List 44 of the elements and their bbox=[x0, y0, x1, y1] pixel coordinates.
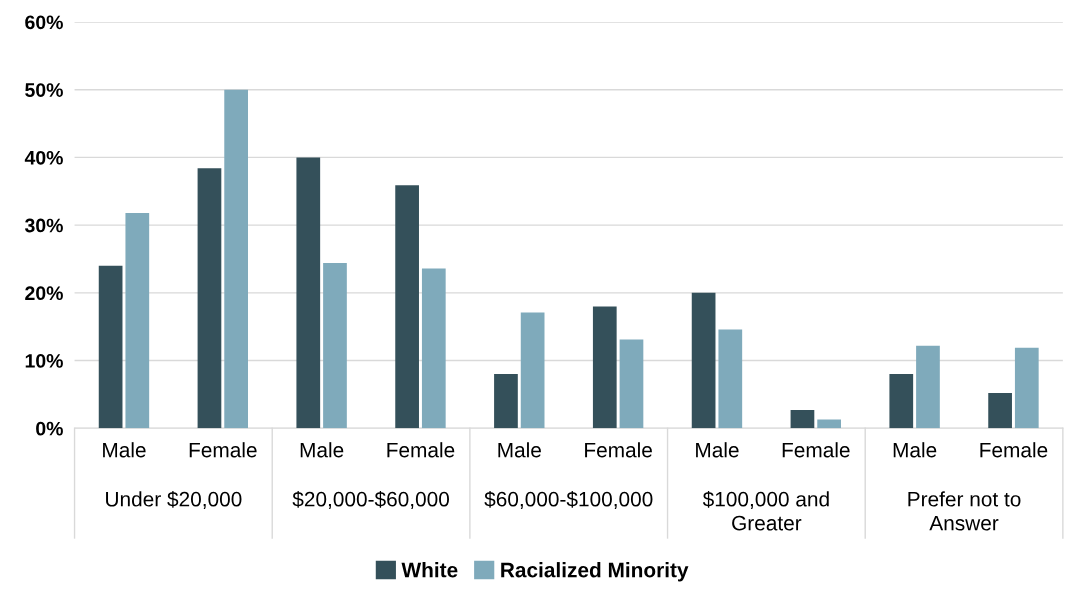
bar bbox=[718, 329, 743, 429]
bar bbox=[224, 89, 248, 429]
x-tick-label: Female bbox=[782, 442, 850, 458]
x-tick-label: Male bbox=[696, 442, 739, 458]
text: Prefer not to Answer bbox=[908, 491, 1021, 531]
y-tick-label: 20% bbox=[25, 286, 63, 301]
text: $20,000-$60,000 bbox=[292, 490, 450, 510]
legend-label: Racialized Minority bbox=[501, 562, 689, 582]
x-tick-label: Female bbox=[980, 442, 1048, 458]
bar bbox=[125, 212, 150, 429]
bar bbox=[395, 185, 419, 429]
bar bbox=[421, 268, 446, 429]
bar bbox=[592, 306, 617, 429]
x-tick-label: Male bbox=[498, 442, 541, 458]
bar bbox=[817, 419, 841, 429]
bar bbox=[889, 374, 914, 429]
bar bbox=[520, 312, 545, 429]
x-tick-label: Female bbox=[585, 442, 652, 458]
text: $60,000-$100,000 bbox=[484, 490, 653, 510]
text: Under $20,000 bbox=[106, 490, 242, 510]
x-tick-label: Male bbox=[300, 442, 344, 458]
bar bbox=[98, 265, 123, 429]
bar bbox=[494, 374, 518, 429]
bar bbox=[916, 345, 940, 429]
bar bbox=[296, 157, 321, 429]
text: $100,000 and Greater bbox=[702, 490, 829, 531]
bar bbox=[790, 409, 815, 429]
bar bbox=[323, 263, 347, 429]
bar bbox=[197, 168, 222, 429]
x-tick-label: Male bbox=[893, 442, 937, 458]
x-tick-label: Male bbox=[103, 442, 146, 458]
legend-label: White bbox=[401, 562, 458, 578]
x-tick-label: Female bbox=[387, 442, 455, 458]
y-tick-label: 40% bbox=[24, 150, 63, 165]
y-tick-label: 50% bbox=[25, 83, 63, 97]
bar bbox=[1014, 347, 1039, 429]
bar bbox=[691, 292, 716, 429]
y-tick-label: 10% bbox=[25, 354, 63, 368]
y-tick-label: 60% bbox=[25, 15, 63, 30]
bar bbox=[988, 393, 1012, 429]
bar bbox=[619, 339, 644, 429]
x-tick-label: Female bbox=[189, 442, 257, 458]
y-tick-label: 30% bbox=[24, 218, 63, 233]
y-tick-label: 0% bbox=[36, 421, 63, 436]
